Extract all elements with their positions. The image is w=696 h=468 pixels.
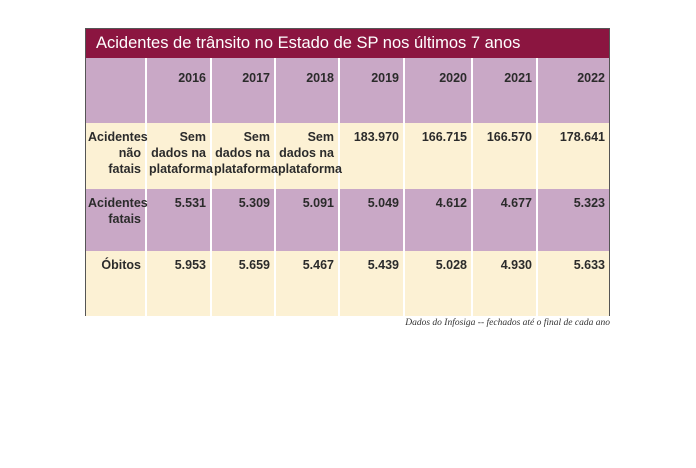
- table-row: Óbitos 5.953 5.659 5.467 5.439 5.028 4.930 5.63…: [86, 251, 609, 316]
- column-header: 2022: [536, 58, 609, 123]
- table-cell: Sem dados na plataforma: [274, 123, 342, 189]
- row-label: Acidentes não fatais: [86, 123, 148, 189]
- table-cell: 5.439: [338, 251, 404, 316]
- column-header: 2016: [145, 58, 211, 123]
- table-cell: 183.970: [338, 123, 404, 189]
- table-cell: 5.659: [210, 251, 275, 316]
- table-cell: 5.953: [145, 251, 211, 316]
- table-cell: 5.531: [145, 189, 211, 251]
- table-title: Acidentes de trânsito no Estado de SP no…: [86, 29, 609, 58]
- header-corner: [86, 58, 146, 123]
- table-cell: Sem dados na plataforma: [210, 123, 278, 189]
- table-row: Acidentes fatais 5.531 5.309 5.091 5.049 4.61…: [86, 189, 609, 251]
- row-label: Acidentes fatais: [86, 189, 148, 251]
- table-cell: 4.612: [403, 189, 472, 251]
- table-cell: 4.930: [471, 251, 537, 316]
- table-cell: 5.309: [210, 189, 275, 251]
- table-cell: 4.677: [471, 189, 537, 251]
- table-cell: 166.715: [403, 123, 472, 189]
- source-caption: Dados do Infosiga -- fechados até o fina…: [405, 318, 610, 328]
- column-header: 2017: [210, 58, 275, 123]
- table-cell: Sem dados na plataforma: [145, 123, 213, 189]
- column-header: 2018: [274, 58, 339, 123]
- row-label: Óbitos: [86, 251, 146, 316]
- header-row: 2016 2017 2018 2019 2020 2021 2022: [86, 58, 609, 123]
- table-cell: 178.641: [536, 123, 609, 189]
- column-header: 2020: [403, 58, 472, 123]
- table-row: Acidentes não fatais Sem dados na platafo…: [86, 123, 609, 189]
- table-cell: 166.570: [471, 123, 537, 189]
- table-cell: 5.323: [536, 189, 609, 251]
- column-header: 2021: [471, 58, 537, 123]
- table-cell: 5.028: [403, 251, 472, 316]
- data-table: 2016 2017 2018 2019 2020 2021 2022 Acidentes nã…: [86, 58, 609, 316]
- table-cell: 5.467: [274, 251, 339, 316]
- accidents-table-panel: Acidentes de trânsito no Estado de SP no…: [85, 28, 610, 316]
- table-cell: 5.049: [338, 189, 404, 251]
- table-cell: 5.633: [536, 251, 609, 316]
- table-cell: 5.091: [274, 189, 339, 251]
- column-header: 2019: [338, 58, 404, 123]
